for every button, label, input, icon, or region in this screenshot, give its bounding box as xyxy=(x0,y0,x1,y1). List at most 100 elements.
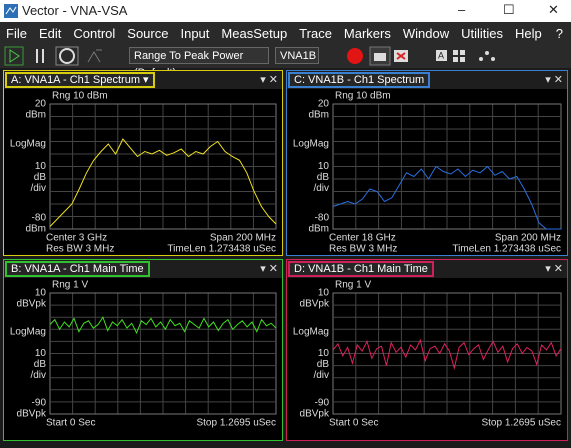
toolbar: Range To Peak Power (Default) VNA1B A xyxy=(0,44,571,79)
footer-right: TimeLen 1.273438 uSec xyxy=(167,244,276,255)
trace-pane: D: VNA1B - Ch1 Main Time ▾ ✕ Rng 1 V 10 dBVp… xyxy=(286,259,568,441)
pane-plot: Rng 10 dBm20dBmLogMag10dB/div-80dBmCente… xyxy=(293,91,562,255)
scale-div: /div xyxy=(30,370,46,381)
pane-title-box[interactable]: B: VNA1A - Ch1 Main Time xyxy=(5,261,150,277)
y-bottom-label: -90 xyxy=(32,398,47,409)
channel-dropdown-text: VNA1B xyxy=(280,50,317,62)
footer-right: Span 200 MHz xyxy=(495,233,561,244)
pane-title-box[interactable]: C: VNA1B - Ch1 Spectrum xyxy=(288,72,431,88)
y-top-unit: dBVpk xyxy=(300,299,330,310)
menu-item[interactable]: Source xyxy=(127,25,169,41)
pane-title: A: VNA1A - Ch1 Spectrum xyxy=(11,74,140,86)
menu-item[interactable]: MeasSetup xyxy=(221,25,288,41)
y-top-label: 10 xyxy=(35,288,47,299)
menu-item[interactable]: Trace xyxy=(299,25,332,41)
menu-item[interactable]: Utilities xyxy=(461,25,504,41)
pane-header: C: VNA1B - Ch1 Spectrum ▾ ✕ xyxy=(287,71,567,89)
range-label: Rng 10 dBm xyxy=(52,91,108,102)
trace xyxy=(49,138,277,227)
range-label: Rng 1 V xyxy=(52,280,88,291)
trace xyxy=(49,316,277,335)
scale-value: 10 xyxy=(35,161,47,172)
pane-title: B: VNA1A - Ch1 Main Time xyxy=(11,263,144,275)
pane-title: C: VNA1B - Ch1 Spectrum xyxy=(294,74,425,86)
footer-left: Res BW 3 MHz xyxy=(46,244,114,255)
pane-plot: Rng 1 V10dBVpkLogMag10dB/div-90dBVpkStar… xyxy=(293,280,562,429)
scale-div: /div xyxy=(313,183,329,194)
y-bottom-unit: dBm xyxy=(308,224,329,235)
footer-left: Center 3 GHz xyxy=(46,233,107,244)
pane-controls[interactable]: ▾ ✕ xyxy=(260,263,278,275)
scale-div: /div xyxy=(30,183,46,194)
pane-controls[interactable]: ▾ ✕ xyxy=(260,74,278,86)
menu-item[interactable]: Help xyxy=(515,25,542,41)
channel-dropdown[interactable]: VNA1B xyxy=(275,47,319,64)
footer-right: Span 200 MHz xyxy=(210,233,276,244)
y-top-label: 20 xyxy=(318,99,330,110)
footer-left: Res BW 3 MHz xyxy=(329,244,397,255)
trace xyxy=(332,165,561,230)
range-label: Rng 1 V xyxy=(335,280,371,291)
y-top-label: 20 xyxy=(35,99,47,110)
menu-item[interactable]: Window xyxy=(402,25,450,41)
trace-pane: A: VNA1A - Ch1 Spectrum ▾ ▾ ✕ Rng 10 dBm 20… xyxy=(3,70,283,256)
trace xyxy=(332,338,562,370)
help-button[interactable]: ? xyxy=(555,25,563,41)
scale-unit: dB xyxy=(317,359,330,370)
y-bottom-unit: dBm xyxy=(25,224,46,235)
scale-unit: dB xyxy=(317,172,330,183)
pane-title: D: VNA1B - Ch1 Main Time xyxy=(294,263,428,275)
format-label: LogMag xyxy=(293,139,329,150)
scale-unit: dB xyxy=(34,172,47,183)
pane-title-box[interactable]: D: VNA1B - Ch1 Main Time xyxy=(288,261,434,277)
footer-left: Center 18 GHz xyxy=(329,233,396,244)
scale-value: 10 xyxy=(318,161,330,172)
menu-item[interactable]: Markers xyxy=(343,25,391,41)
y-bottom-label: -90 xyxy=(315,398,330,409)
window-title: Vector - VNA-VSA xyxy=(22,3,128,18)
footer-left: Start 0 Sec xyxy=(329,418,378,429)
pane-plot: Rng 1 V10dBVpkLogMag10dB/div-90dBVpkStar… xyxy=(10,280,277,429)
pane-controls[interactable]: ▾ ✕ xyxy=(545,74,563,86)
toolbar-icons-right[interactable]: A xyxy=(321,44,571,68)
range-label: Rng 10 dBm xyxy=(335,91,391,102)
y-top-unit: dBm xyxy=(308,110,329,121)
svg-text:A: A xyxy=(438,50,444,60)
scale-value: 10 xyxy=(318,348,330,359)
menu-item[interactable]: Control xyxy=(73,25,116,41)
pane-plot: Rng 10 dBm20dBmLogMag10dB/div-80dBmCente… xyxy=(10,91,277,255)
y-top-unit: dBVpk xyxy=(17,299,47,310)
close-button[interactable]: ✕ xyxy=(548,2,559,17)
toolbar-icons[interactable] xyxy=(0,44,125,68)
footer-right: Stop 1.2695 uSec xyxy=(481,418,561,429)
pane-controls[interactable]: ▾ ✕ xyxy=(545,263,563,275)
minimize-button[interactable]: – xyxy=(458,2,466,17)
pane-title-arrow: ▾ xyxy=(140,74,149,86)
format-label: LogMag xyxy=(10,326,46,337)
app-icon xyxy=(4,4,18,18)
trace-pane: C: VNA1B - Ch1 Spectrum ▾ ✕ Rng 10 dBm 20 dB… xyxy=(286,70,568,256)
y-bottom-label: -80 xyxy=(315,213,330,224)
menu-item[interactable]: File xyxy=(6,25,27,41)
y-bottom-unit: dBVpk xyxy=(300,409,330,420)
title-bar: Vector - VNA-VSA – ☐ ✕ xyxy=(0,0,571,22)
y-top-label: 10 xyxy=(318,288,330,299)
scale-unit: dB xyxy=(34,359,47,370)
pane-title-box[interactable]: A: VNA1A - Ch1 Spectrum ▾ xyxy=(5,72,155,88)
maximize-button[interactable]: ☐ xyxy=(503,2,515,17)
menu-item[interactable]: Edit xyxy=(38,25,62,41)
y-top-unit: dBm xyxy=(25,110,46,121)
format-label: LogMag xyxy=(293,326,329,337)
pane-header: B: VNA1A - Ch1 Main Time ▾ ✕ xyxy=(4,260,282,278)
footer-right: Stop 1.2695 uSec xyxy=(196,418,276,429)
menu-bar: File Edit Control Source Input MeasSetup Trace… xyxy=(0,22,571,44)
y-bottom-label: -80 xyxy=(32,213,47,224)
range-dropdown[interactable]: Range To Peak Power (Default) xyxy=(129,47,269,79)
format-label: LogMag xyxy=(10,139,46,150)
footer-right: TimeLen 1.273438 uSec xyxy=(452,244,561,255)
y-bottom-unit: dBVpk xyxy=(17,409,47,420)
scale-value: 10 xyxy=(35,348,47,359)
menu-item[interactable]: Input xyxy=(180,25,210,41)
pane-header: D: VNA1B - Ch1 Main Time ▾ ✕ xyxy=(287,260,567,278)
scale-div: /div xyxy=(313,370,329,381)
